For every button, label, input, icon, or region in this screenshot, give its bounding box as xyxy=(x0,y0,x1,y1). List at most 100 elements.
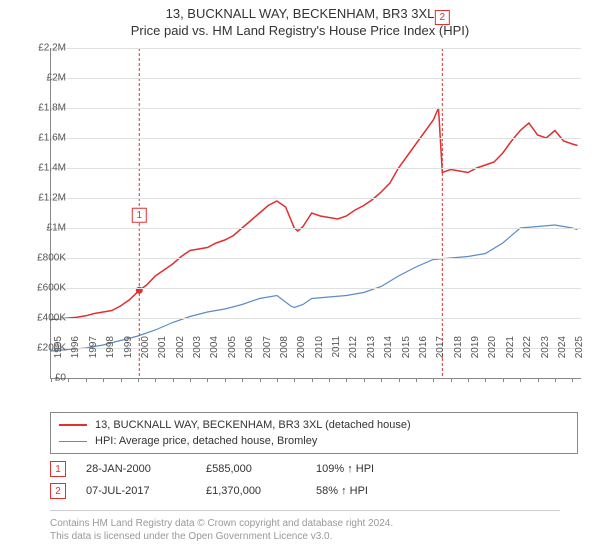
x-tick-label: 2015 xyxy=(401,336,412,366)
y-tick-label: £1M xyxy=(16,223,66,234)
x-tick xyxy=(416,378,417,382)
x-tick-label: 1995 xyxy=(53,336,64,366)
legend-label: HPI: Average price, detached house, Brom… xyxy=(95,435,317,447)
x-tick-label: 2016 xyxy=(418,336,429,366)
gridline xyxy=(51,258,581,259)
x-tick xyxy=(138,378,139,382)
x-tick xyxy=(260,378,261,382)
x-tick-label: 1997 xyxy=(88,336,99,366)
x-tick-label: 2012 xyxy=(348,336,359,366)
x-tick-label: 2020 xyxy=(487,336,498,366)
x-tick xyxy=(173,378,174,382)
x-tick-label: 2005 xyxy=(227,336,238,366)
event-date: 28-JAN-2000 xyxy=(86,463,206,475)
event-price: £585,000 xyxy=(206,463,316,475)
x-tick-label: 2024 xyxy=(557,336,568,366)
y-tick-label: £1.8M xyxy=(16,103,66,114)
x-tick-label: 2010 xyxy=(314,336,325,366)
y-tick-label: £1.2M xyxy=(16,193,66,204)
x-tick xyxy=(538,378,539,382)
event-marker-num: 1 xyxy=(136,210,142,221)
x-tick-label: 2009 xyxy=(296,336,307,366)
event-row: 1 28-JAN-2000£585,000109% ↑ HPI xyxy=(50,458,560,480)
chart-title-line2: Price paid vs. HM Land Registry's House … xyxy=(0,21,600,38)
x-tick xyxy=(572,378,573,382)
gridline xyxy=(51,318,581,319)
x-tick-label: 2025 xyxy=(574,336,585,366)
x-tick-label: 1998 xyxy=(105,336,116,366)
x-tick-label: 2017 xyxy=(435,336,446,366)
x-tick-label: 2006 xyxy=(244,336,255,366)
legend-row: HPI: Average price, detached house, Brom… xyxy=(59,433,569,449)
x-tick-label: 2008 xyxy=(279,336,290,366)
x-tick xyxy=(242,378,243,382)
legend-swatch xyxy=(59,441,87,442)
event-date: 07-JUL-2017 xyxy=(86,485,206,497)
event-table: 1 28-JAN-2000£585,000109% ↑ HPI 2 07-JUL-20… xyxy=(50,458,560,502)
x-tick xyxy=(364,378,365,382)
x-tick xyxy=(468,378,469,382)
x-tick xyxy=(520,378,521,382)
x-tick-label: 2013 xyxy=(366,336,377,366)
x-tick xyxy=(399,378,400,382)
x-tick xyxy=(103,378,104,382)
event-pct: 58% ↑ HPI xyxy=(316,485,446,497)
x-tick xyxy=(451,378,452,382)
legend-swatch xyxy=(59,424,87,426)
x-tick xyxy=(86,378,87,382)
x-tick-label: 2018 xyxy=(453,336,464,366)
y-tick-label: £1.4M xyxy=(16,163,66,174)
footer-line1: Contains HM Land Registry data © Crown c… xyxy=(50,517,560,530)
y-tick-label: £400K xyxy=(16,313,66,324)
x-tick-label: 1999 xyxy=(123,336,134,366)
x-tick xyxy=(485,378,486,382)
y-tick-label: £600K xyxy=(16,283,66,294)
gridline xyxy=(51,108,581,109)
x-tick-label: 2023 xyxy=(540,336,551,366)
x-tick xyxy=(555,378,556,382)
event-price: £1,370,000 xyxy=(206,485,316,497)
x-tick xyxy=(207,378,208,382)
x-tick-label: 1996 xyxy=(70,336,81,366)
y-tick-label: £2M xyxy=(16,73,66,84)
x-tick xyxy=(294,378,295,382)
gridline xyxy=(51,288,581,289)
event-row: 2 07-JUL-2017£1,370,00058% ↑ HPI xyxy=(50,480,560,502)
x-tick xyxy=(155,378,156,382)
x-tick-label: 2003 xyxy=(192,336,203,366)
x-tick-label: 2014 xyxy=(383,336,394,366)
chart-title-line1: 13, BUCKNALL WAY, BECKENHAM, BR3 3XL xyxy=(0,0,600,21)
chart-legend: 13, BUCKNALL WAY, BECKENHAM, BR3 3XL (de… xyxy=(50,412,578,454)
gridline xyxy=(51,78,581,79)
gridline xyxy=(51,138,581,139)
x-tick-label: 2011 xyxy=(331,336,342,366)
gridline xyxy=(51,48,581,49)
x-tick xyxy=(503,378,504,382)
x-tick-label: 2004 xyxy=(209,336,220,366)
event-marker-num: 2 xyxy=(440,12,446,23)
event-pct: 109% ↑ HPI xyxy=(316,463,446,475)
x-tick xyxy=(68,378,69,382)
legend-label: 13, BUCKNALL WAY, BECKENHAM, BR3 3XL (de… xyxy=(95,419,411,431)
x-tick xyxy=(329,378,330,382)
x-tick xyxy=(346,378,347,382)
chart-plot-area: 12 xyxy=(50,48,581,379)
y-tick-label: £1.6M xyxy=(16,133,66,144)
footer-line2: This data is licensed under the Open Gov… xyxy=(50,530,560,543)
legend-row: 13, BUCKNALL WAY, BECKENHAM, BR3 3XL (de… xyxy=(59,417,569,433)
x-tick-label: 2021 xyxy=(505,336,516,366)
x-tick-label: 2007 xyxy=(262,336,273,366)
y-tick-label: £0 xyxy=(16,373,66,384)
x-tick xyxy=(381,378,382,382)
x-tick-label: 2022 xyxy=(522,336,533,366)
chart-svg: 12 xyxy=(51,48,581,378)
x-tick-label: 2001 xyxy=(157,336,168,366)
x-tick xyxy=(277,378,278,382)
x-tick-label: 2019 xyxy=(470,336,481,366)
y-tick-label: £800K xyxy=(16,253,66,264)
x-tick-label: 2002 xyxy=(175,336,186,366)
y-tick-label: £2.2M xyxy=(16,43,66,54)
gridline xyxy=(51,228,581,229)
event-num: 2 xyxy=(50,483,66,499)
event-num: 1 xyxy=(50,461,66,477)
